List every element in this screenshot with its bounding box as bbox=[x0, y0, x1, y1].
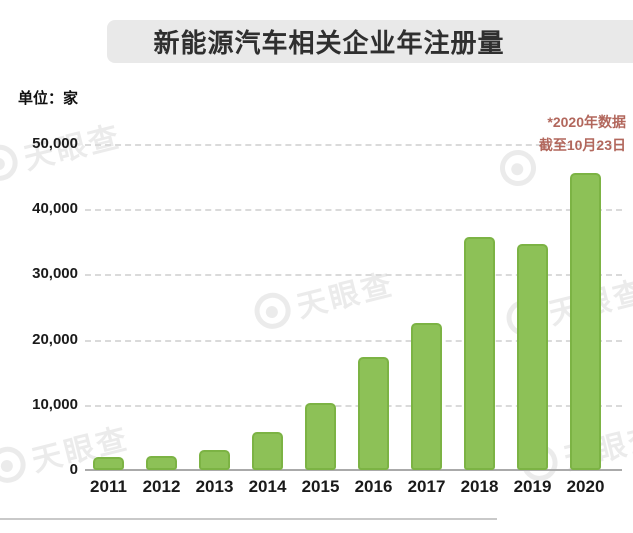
gridline-20,000 bbox=[85, 339, 622, 342]
title-bar: 新能源汽车相关企业年注册量 bbox=[107, 20, 633, 63]
bar-2013 bbox=[199, 450, 230, 470]
y-axis-tick-0: 0 bbox=[69, 461, 78, 478]
y-axis-tick-50,000: 50,000 bbox=[32, 135, 78, 152]
bar-2017 bbox=[411, 323, 442, 470]
page-title: 新能源汽车相关企业年注册量 bbox=[153, 28, 505, 58]
x-axis-tick-2018: 2018 bbox=[460, 477, 499, 496]
gridline-30,000 bbox=[85, 274, 622, 277]
x-axis-tick-2011: 2011 bbox=[90, 477, 127, 496]
bar-2016 bbox=[358, 357, 389, 470]
gridline-10,000 bbox=[85, 404, 622, 407]
x-axis-tick-2012: 2012 bbox=[142, 477, 181, 496]
x-axis-tick-2019: 2019 bbox=[513, 477, 552, 496]
x-axis-tick-2016: 2016 bbox=[354, 477, 393, 496]
data-note-line2: 截至10月23日 bbox=[538, 137, 626, 153]
gridline-40,000 bbox=[85, 209, 622, 212]
y-axis-tick-10,000: 10,000 bbox=[32, 395, 78, 413]
bar-2011 bbox=[93, 457, 124, 470]
bar-2018 bbox=[464, 237, 495, 470]
x-axis-tick-2015: 2015 bbox=[301, 477, 340, 496]
x-axis-tick-2013: 2013 bbox=[195, 477, 234, 496]
bar-2019 bbox=[517, 244, 548, 470]
y-axis-tick-40,000: 40,000 bbox=[32, 200, 78, 218]
bar-2015 bbox=[305, 403, 336, 470]
card-bottom-edge bbox=[0, 518, 497, 520]
gridline-50,000 bbox=[85, 144, 622, 146]
bar-2012 bbox=[146, 456, 177, 470]
x-axis-tick-2014: 2014 bbox=[248, 477, 287, 496]
bar-2014 bbox=[252, 432, 283, 470]
data-note-line1: *2020年数据 bbox=[547, 114, 626, 130]
x-axis-tick-2020: 2020 bbox=[566, 477, 605, 496]
y-axis-tick-30,000: 30,000 bbox=[32, 265, 78, 283]
bar-2020 bbox=[570, 173, 601, 470]
x-axis-line bbox=[85, 469, 622, 471]
x-axis-tick-2017: 2017 bbox=[407, 477, 446, 496]
y-axis-tick-20,000: 20,000 bbox=[32, 330, 78, 348]
data-note: *2020年数据 截至10月23日 bbox=[539, 111, 626, 157]
unit-label: 单位：家 bbox=[18, 90, 79, 107]
